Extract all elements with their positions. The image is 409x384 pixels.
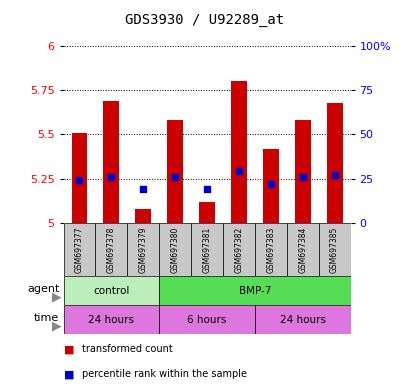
Text: GSM697378: GSM697378 <box>107 227 116 273</box>
Bar <box>159 305 254 334</box>
Bar <box>254 305 350 334</box>
Text: ▶: ▶ <box>52 290 61 303</box>
Text: BMP-7: BMP-7 <box>238 286 270 296</box>
Point <box>171 174 178 180</box>
Point <box>267 181 274 187</box>
Bar <box>230 81 246 223</box>
Text: percentile rank within the sample: percentile rank within the sample <box>82 369 246 379</box>
Text: GSM697384: GSM697384 <box>297 227 306 273</box>
Text: GSM697383: GSM697383 <box>266 227 275 273</box>
Point <box>108 174 115 180</box>
Text: GSM697377: GSM697377 <box>75 226 84 273</box>
Text: transformed count: transformed count <box>82 344 172 354</box>
Text: GDS3930 / U92289_at: GDS3930 / U92289_at <box>125 13 284 27</box>
Bar <box>262 149 278 223</box>
Text: GSM697379: GSM697379 <box>138 226 147 273</box>
Text: ▶: ▶ <box>52 319 61 332</box>
Text: GSM697385: GSM697385 <box>329 227 338 273</box>
Bar <box>63 305 159 334</box>
Text: ■: ■ <box>63 369 74 379</box>
Bar <box>95 223 127 276</box>
Point <box>299 174 305 180</box>
Bar <box>135 209 151 223</box>
Text: time: time <box>34 313 59 323</box>
Bar <box>199 202 214 223</box>
Bar <box>222 223 254 276</box>
Bar <box>103 101 119 223</box>
Bar <box>71 132 87 223</box>
Bar <box>191 223 222 276</box>
Point <box>330 172 337 178</box>
Bar <box>294 120 310 223</box>
Text: 24 hours: 24 hours <box>88 314 134 325</box>
Text: 6 hours: 6 hours <box>187 314 226 325</box>
Text: ■: ■ <box>63 344 74 354</box>
Bar <box>63 276 159 305</box>
Bar <box>159 276 350 305</box>
Bar <box>254 223 286 276</box>
Point <box>76 177 83 184</box>
Text: control: control <box>93 286 129 296</box>
Text: GSM697381: GSM697381 <box>202 227 211 273</box>
Bar <box>127 223 159 276</box>
Bar <box>159 223 191 276</box>
Point <box>235 169 242 175</box>
Bar <box>326 103 342 223</box>
Bar <box>286 223 318 276</box>
Bar <box>318 223 350 276</box>
Text: GSM697382: GSM697382 <box>234 227 243 273</box>
Text: GSM697380: GSM697380 <box>170 227 179 273</box>
Bar <box>63 223 95 276</box>
Point <box>139 186 146 192</box>
Point <box>203 186 210 192</box>
Text: agent: agent <box>27 285 59 295</box>
Bar <box>167 120 183 223</box>
Text: 24 hours: 24 hours <box>279 314 325 325</box>
